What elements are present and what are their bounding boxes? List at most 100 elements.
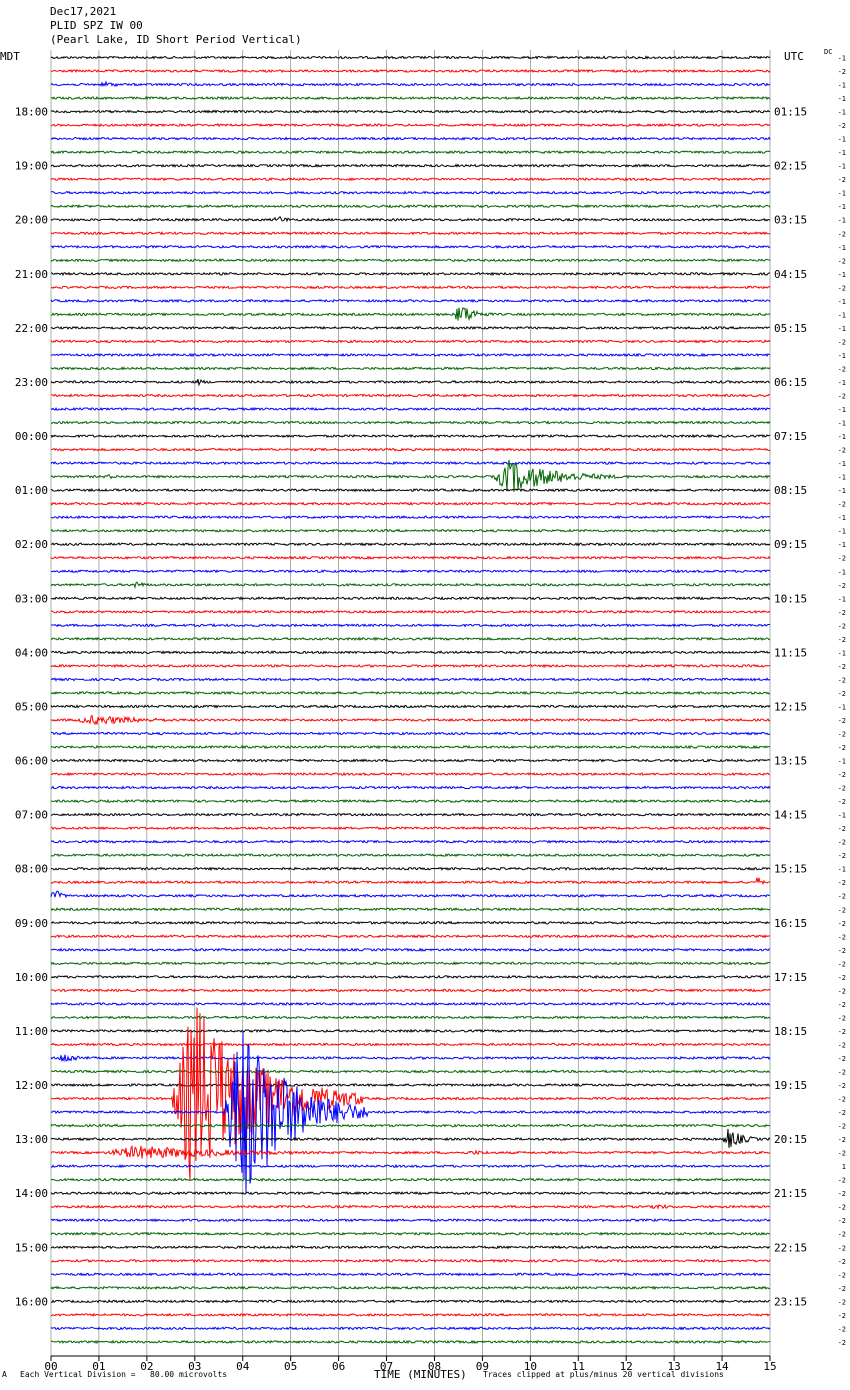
header-description: (Pearl Lake, ID Short Period Vertical) bbox=[50, 33, 302, 46]
dc-offset-label: -1 bbox=[838, 163, 846, 171]
dc-offset-label: -1 bbox=[838, 136, 846, 144]
left-hour-label: 07:00 bbox=[15, 809, 48, 822]
trace-line bbox=[50, 163, 771, 168]
dc-offset-label: -1 bbox=[838, 406, 846, 414]
dc-offset-label: -1 bbox=[838, 244, 846, 252]
right-hour-label: 01:15 bbox=[774, 106, 807, 119]
left-hour-label: 22:00 bbox=[15, 322, 48, 335]
dc-offset-label: -2 bbox=[838, 1190, 846, 1198]
dc-offset-label: -2 bbox=[838, 447, 846, 455]
dc-offset-label: -2 bbox=[838, 771, 846, 779]
trace-line bbox=[50, 853, 771, 858]
dc-offset-label: -2 bbox=[838, 1069, 846, 1077]
footer-clip: Traces clipped at plus/minus 20 vertical… bbox=[483, 1370, 724, 1379]
dc-offset-label: -1 bbox=[838, 866, 846, 874]
dc-offset-label: -2 bbox=[838, 1001, 846, 1009]
header-date: Dec17,2021 bbox=[50, 5, 117, 18]
dc-offset-label: -1 bbox=[838, 420, 846, 428]
dc-column-label: DC bbox=[824, 48, 833, 56]
trace-line bbox=[50, 1218, 771, 1223]
x-tick-label: 04 bbox=[236, 1360, 250, 1373]
x-tick-label: 00 bbox=[44, 1360, 57, 1373]
right-hour-label: 05:15 bbox=[774, 322, 807, 335]
left-hour-label: 04:00 bbox=[15, 646, 48, 659]
trace-line bbox=[50, 920, 770, 925]
trace-line bbox=[50, 1015, 771, 1020]
x-tick-label: 03 bbox=[188, 1360, 201, 1373]
dc-offset-label: -2 bbox=[838, 920, 846, 928]
trace-line bbox=[51, 285, 771, 290]
left-hour-label: 15:00 bbox=[15, 1241, 48, 1254]
dc-offset-label: -2 bbox=[838, 1217, 846, 1225]
left-hour-label: 12:00 bbox=[15, 1079, 48, 1092]
trace-line bbox=[50, 798, 771, 804]
right-hour-label: 13:15 bbox=[774, 755, 807, 768]
dc-offset-label: -2 bbox=[838, 1055, 846, 1063]
trace-line bbox=[50, 68, 771, 74]
x-tick-label: 11 bbox=[572, 1360, 585, 1373]
dc-offset-label: -2 bbox=[838, 933, 846, 941]
trace-line bbox=[50, 744, 770, 750]
dc-offset-label: -2 bbox=[838, 893, 846, 901]
dc-offset-label: -1 bbox=[838, 703, 846, 711]
dc-offset-label: -2 bbox=[838, 676, 846, 684]
trace-line bbox=[50, 406, 771, 412]
dc-offset-labels: -1 -2 -1 -1 -1 -2 -1 -1 -1 -2 -1 -1 -1 -2 -1 -2 -1 -2 -1 -1… bbox=[838, 55, 846, 1347]
dc-offset-label: -2 bbox=[838, 609, 846, 617]
footer-mark: A bbox=[2, 1370, 7, 1379]
dc-offset-label: -2 bbox=[838, 338, 846, 346]
dc-offset-label: -2 bbox=[838, 1312, 846, 1320]
dc-offset-label: -1 bbox=[838, 460, 846, 468]
dc-offset-label: -1 bbox=[838, 55, 846, 63]
trace-line bbox=[50, 1272, 771, 1277]
trace-line bbox=[50, 1007, 771, 1181]
dc-offset-label: -1 bbox=[838, 474, 846, 482]
trace-line bbox=[50, 581, 771, 589]
dc-offset-label: -1 bbox=[838, 758, 846, 766]
trace-line bbox=[50, 907, 771, 912]
dc-offset-label: -2 bbox=[838, 1244, 846, 1252]
trace-line bbox=[50, 650, 771, 655]
dc-offset-label: -2 bbox=[838, 1082, 846, 1090]
dc-offset-label: -2 bbox=[838, 1339, 846, 1347]
trace-line bbox=[50, 1163, 771, 1169]
trace-line bbox=[50, 1326, 771, 1331]
x-tick-label: 09 bbox=[476, 1360, 489, 1373]
trace-line bbox=[50, 961, 771, 966]
trace-line bbox=[50, 542, 771, 547]
right-hour-label: 11:15 bbox=[774, 646, 807, 659]
trace-line bbox=[50, 785, 771, 790]
trace-line bbox=[50, 555, 771, 560]
right-hour-label: 10:15 bbox=[774, 592, 807, 605]
dc-offset-label: -2 bbox=[838, 663, 846, 671]
dc-offset-label: -2 bbox=[838, 717, 846, 725]
trace-line bbox=[50, 487, 771, 493]
x-tick-label: 10 bbox=[524, 1360, 537, 1373]
dc-offset-label: -2 bbox=[838, 1014, 846, 1022]
dc-offset-label: -2 bbox=[838, 1177, 846, 1185]
trace-line bbox=[50, 1312, 771, 1317]
dc-offset-label: -2 bbox=[838, 1109, 846, 1117]
trace-line bbox=[50, 378, 770, 387]
x-tick-label: 07 bbox=[380, 1360, 393, 1373]
left-hour-label: 11:00 bbox=[15, 1025, 48, 1038]
trace-line bbox=[50, 974, 771, 979]
dc-offset-label: -1 bbox=[838, 298, 846, 306]
trace-line bbox=[50, 150, 771, 155]
trace-line bbox=[50, 1082, 771, 1088]
right-hour-label: 06:15 bbox=[774, 376, 807, 389]
dc-offset-label: -1 bbox=[838, 217, 846, 225]
trace-line bbox=[50, 515, 771, 520]
trace-line bbox=[50, 947, 771, 952]
dc-offset-label: -1 bbox=[838, 190, 846, 198]
left-hour-label: 09:00 bbox=[15, 917, 48, 930]
trace-line bbox=[50, 1031, 771, 1194]
x-tick-label: 06 bbox=[332, 1360, 345, 1373]
minute-grid bbox=[50, 50, 771, 1357]
trace-line bbox=[51, 569, 771, 574]
footer-scale: Each Vertical Division = 80.00 microvolt… bbox=[20, 1370, 228, 1379]
trace-line bbox=[50, 204, 771, 209]
dc-offset-label: -1 bbox=[838, 433, 846, 441]
x-tick-label: 13 bbox=[668, 1360, 681, 1373]
